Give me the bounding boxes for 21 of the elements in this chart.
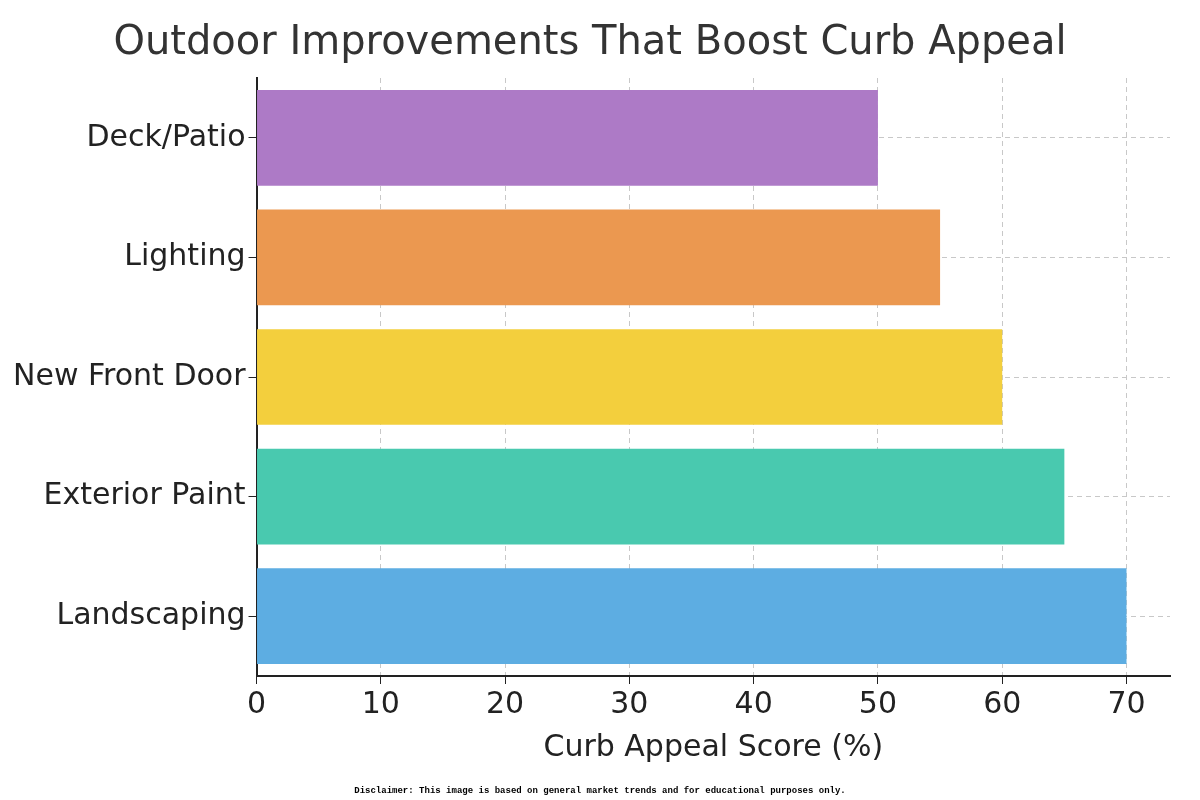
y-tick-label: New Front Door	[13, 356, 247, 392]
x-tick-label: 60	[983, 684, 1022, 720]
x-tick-label: 50	[858, 684, 898, 720]
x-tick-label: 40	[734, 684, 773, 720]
y-tick-label: Deck/Patio	[86, 117, 246, 153]
x-axis-title: Curb Appeal Score (%)	[543, 727, 884, 763]
x-tick-label: 0	[246, 684, 267, 720]
x-tick-label: 70	[1107, 684, 1146, 720]
y-tick-label: Exterior Paint	[43, 476, 246, 512]
chart-title: Outdoor Improvements That Boost Curb Appeal	[113, 17, 1067, 64]
text: Disclaimer: This image is based on general market trends and for educational purposes only.	[354, 785, 846, 796]
bar	[257, 568, 1127, 665]
bar	[257, 329, 1003, 425]
bar	[257, 448, 1065, 545]
y-tick-label: Lighting	[124, 237, 246, 273]
bar	[257, 209, 941, 306]
x-tick-label: 20	[486, 684, 525, 720]
y-tick-label: Landscaping	[56, 596, 246, 631]
x-tick-label: 10	[361, 684, 400, 720]
x-tick-label: 30	[610, 684, 649, 720]
bar	[257, 89, 878, 186]
